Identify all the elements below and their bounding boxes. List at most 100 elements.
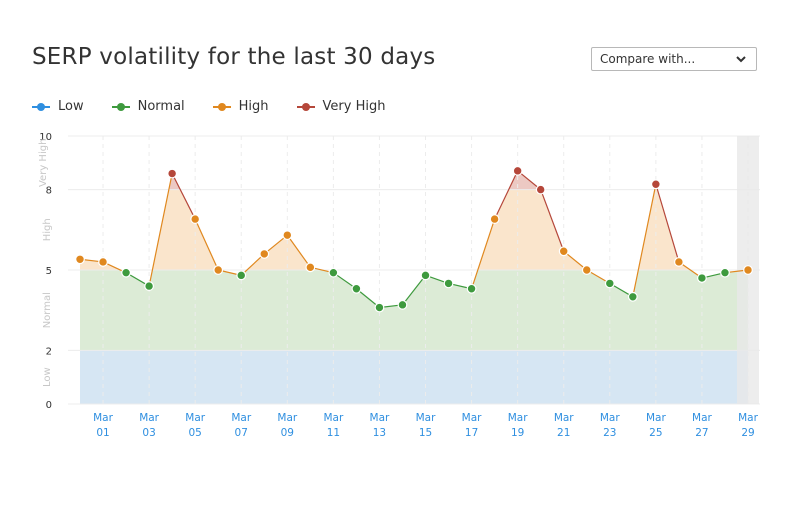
data-point	[581, 265, 592, 275]
data-point	[512, 165, 523, 176]
x-tick-month: Mar	[139, 412, 159, 424]
data-point	[282, 230, 293, 241]
legend-label-high: High	[238, 99, 269, 114]
y-tick-label: 8	[46, 186, 52, 197]
legend-item-high[interactable]: High	[212, 99, 269, 114]
y-tick-label: 10	[39, 132, 52, 143]
x-tick-day: 19	[511, 427, 524, 439]
legend-marker-high	[212, 102, 231, 112]
x-tick-day: 23	[603, 427, 616, 439]
series-segment	[286, 234, 311, 268]
chart-title: SERP volatility for the last 30 days	[32, 44, 436, 70]
data-point	[121, 267, 131, 278]
series-segment	[171, 173, 196, 220]
series-segment	[563, 250, 588, 271]
data-point	[420, 270, 431, 281]
x-tick-month: Mar	[370, 412, 390, 424]
series-segment	[356, 288, 380, 308]
x-tick-day: 21	[557, 427, 570, 439]
legend-marker-low	[32, 102, 50, 112]
x-tick-month: Mar	[185, 412, 205, 424]
data-point	[190, 214, 201, 224]
y-tick-label: 0	[46, 400, 52, 411]
compare-with-dropdown[interactable]: Compare with...	[591, 47, 757, 71]
data-point	[213, 265, 224, 275]
chevron-down-icon	[736, 56, 746, 63]
x-tick-month: Mar	[323, 412, 343, 424]
data-point	[167, 168, 178, 179]
legend-item-normal[interactable]: Normal	[111, 99, 185, 114]
series-segment	[655, 184, 680, 263]
legend-label-normal: Normal	[137, 99, 185, 114]
x-tick-day: 29	[741, 427, 754, 439]
x-tick-month: Mar	[231, 412, 251, 424]
data-point	[650, 179, 661, 190]
x-tick-month: Mar	[646, 412, 666, 424]
legend-marker-normal	[111, 102, 130, 112]
x-tick-day: 13	[373, 427, 386, 439]
x-tick-day: 03	[142, 427, 155, 439]
x-tick-month: Mar	[692, 412, 712, 424]
legend-label-very-high: Very High	[322, 99, 386, 114]
legend-label-low: Low	[58, 99, 84, 114]
data-point	[328, 267, 339, 278]
legend-marker-very-high	[296, 102, 315, 112]
band-normal-area	[80, 270, 748, 351]
band-label-low: Low	[42, 367, 53, 387]
data-point	[236, 270, 247, 281]
series-segment	[494, 170, 519, 220]
band-label-high: High	[42, 218, 53, 241]
data-point	[397, 299, 408, 310]
x-tick-day: 27	[695, 427, 708, 439]
x-tick-day: 09	[281, 427, 294, 439]
legend: Low Normal High Very High	[32, 99, 385, 114]
data-point	[627, 291, 638, 302]
x-tick-day: 25	[649, 427, 662, 439]
data-point	[351, 283, 362, 294]
band-very-high-area	[80, 170, 748, 190]
data-point	[489, 214, 500, 224]
y-tick-label: 2	[46, 346, 52, 357]
data-point	[374, 302, 385, 313]
band-label-normal: Normal	[42, 292, 53, 328]
x-tick-day: 05	[188, 427, 201, 439]
data-point	[305, 262, 316, 273]
series-segment	[148, 173, 173, 287]
data-point	[259, 249, 270, 259]
x-tick-day: 15	[419, 427, 432, 439]
data-point	[558, 246, 569, 257]
x-tick-day: 07	[235, 427, 248, 439]
data-point	[75, 254, 85, 265]
x-tick-day: 17	[465, 427, 478, 439]
data-point	[98, 257, 108, 267]
data-point	[443, 278, 454, 289]
series-segment	[517, 170, 542, 191]
band-high-area	[80, 189, 748, 270]
data-point	[673, 257, 684, 267]
data-point	[466, 283, 477, 294]
series-segment	[632, 184, 657, 297]
band-label-very-high: Very High	[38, 139, 49, 187]
series-segment	[540, 189, 565, 252]
x-tick-month: Mar	[508, 412, 528, 424]
data-point	[604, 278, 615, 289]
x-tick-month: Mar	[462, 412, 482, 424]
data-point	[697, 273, 707, 283]
series-segment	[194, 218, 219, 271]
series-segment	[402, 274, 426, 306]
data-point	[743, 265, 753, 275]
data-point	[535, 184, 546, 195]
band-low-area	[80, 350, 748, 404]
legend-item-low[interactable]: Low	[32, 99, 84, 114]
x-tick-month: Mar	[93, 412, 113, 424]
legend-item-very-high[interactable]: Very High	[296, 99, 386, 114]
x-tick-month: Mar	[416, 412, 436, 424]
y-tick-label: 5	[46, 266, 52, 277]
x-tick-day: 01	[96, 427, 109, 439]
series-segment	[240, 253, 265, 276]
data-point	[720, 267, 730, 278]
series-segment	[263, 234, 288, 255]
compare-with-label: Compare with...	[600, 52, 696, 66]
x-tick-month: Mar	[277, 412, 297, 424]
